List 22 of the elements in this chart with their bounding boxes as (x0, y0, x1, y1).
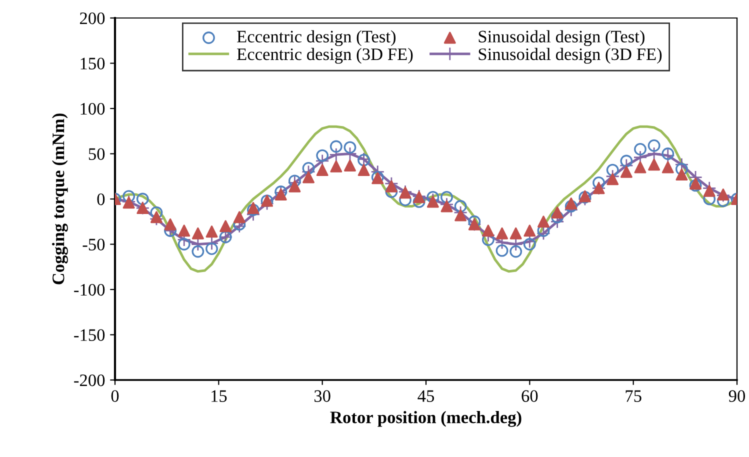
y-tick-label: 50 (88, 148, 105, 160)
y-tick-label: -150 (74, 329, 105, 341)
y-tick-label: 150 (80, 58, 105, 70)
y-tick-label: 100 (80, 102, 105, 115)
y-tick-label: -100 (74, 284, 105, 296)
x-tick-label: 30 (314, 390, 330, 402)
x-axis-title: Rotor position (mech.deg) (330, 411, 522, 427)
legend-label: Eccentric design (Test) (237, 30, 396, 46)
legend-label: Sinusoidal design (3D FE) (478, 48, 662, 64)
legend-label: Eccentric design (3D FE) (237, 48, 413, 64)
x-tick-label: 90 (728, 390, 746, 402)
y-tick-label: -50 (82, 238, 105, 250)
legend-label: Sinusoidal design (Test) (478, 30, 644, 46)
y-axis-title: Cogging torque (mNm) (52, 114, 68, 284)
x-tick-label: 15 (212, 390, 227, 402)
y-tick-label: 200 (80, 12, 105, 24)
x-tick-label: 0 (111, 390, 119, 402)
y-tick-label: -200 (74, 374, 105, 386)
y-tick-label: 0 (97, 193, 105, 206)
x-tick-label: 60 (522, 390, 538, 402)
x-tick-label: 45 (418, 390, 434, 402)
x-tick-label: 75 (626, 390, 642, 402)
